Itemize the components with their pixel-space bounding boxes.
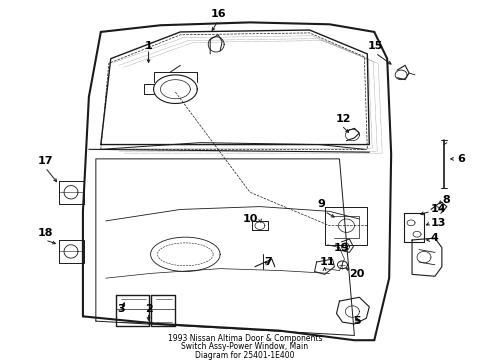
Text: 16: 16 bbox=[210, 9, 226, 19]
Text: 18: 18 bbox=[37, 228, 53, 238]
Text: 15: 15 bbox=[368, 41, 383, 51]
Text: 8: 8 bbox=[443, 195, 451, 205]
Text: 1993 Nissan Altima Door & Components: 1993 Nissan Altima Door & Components bbox=[168, 333, 322, 342]
Text: 9: 9 bbox=[318, 199, 325, 210]
Text: 6: 6 bbox=[457, 154, 465, 164]
Text: 13: 13 bbox=[431, 218, 446, 228]
Text: 14: 14 bbox=[431, 204, 446, 215]
Text: 4: 4 bbox=[431, 233, 439, 243]
Text: 20: 20 bbox=[349, 269, 365, 279]
Text: 2: 2 bbox=[145, 305, 152, 314]
Text: 19: 19 bbox=[334, 243, 349, 253]
Text: 5: 5 bbox=[354, 316, 361, 326]
Text: 12: 12 bbox=[336, 113, 351, 123]
Text: 7: 7 bbox=[264, 257, 272, 267]
Text: 17: 17 bbox=[37, 156, 53, 166]
Text: 10: 10 bbox=[243, 214, 258, 224]
Text: 3: 3 bbox=[117, 305, 124, 314]
Text: Switch Assy-Power Window, Main: Switch Assy-Power Window, Main bbox=[181, 342, 309, 351]
Text: 11: 11 bbox=[319, 257, 335, 267]
Text: Diagram for 25401-1E400: Diagram for 25401-1E400 bbox=[195, 351, 295, 360]
Text: 1: 1 bbox=[145, 41, 152, 51]
